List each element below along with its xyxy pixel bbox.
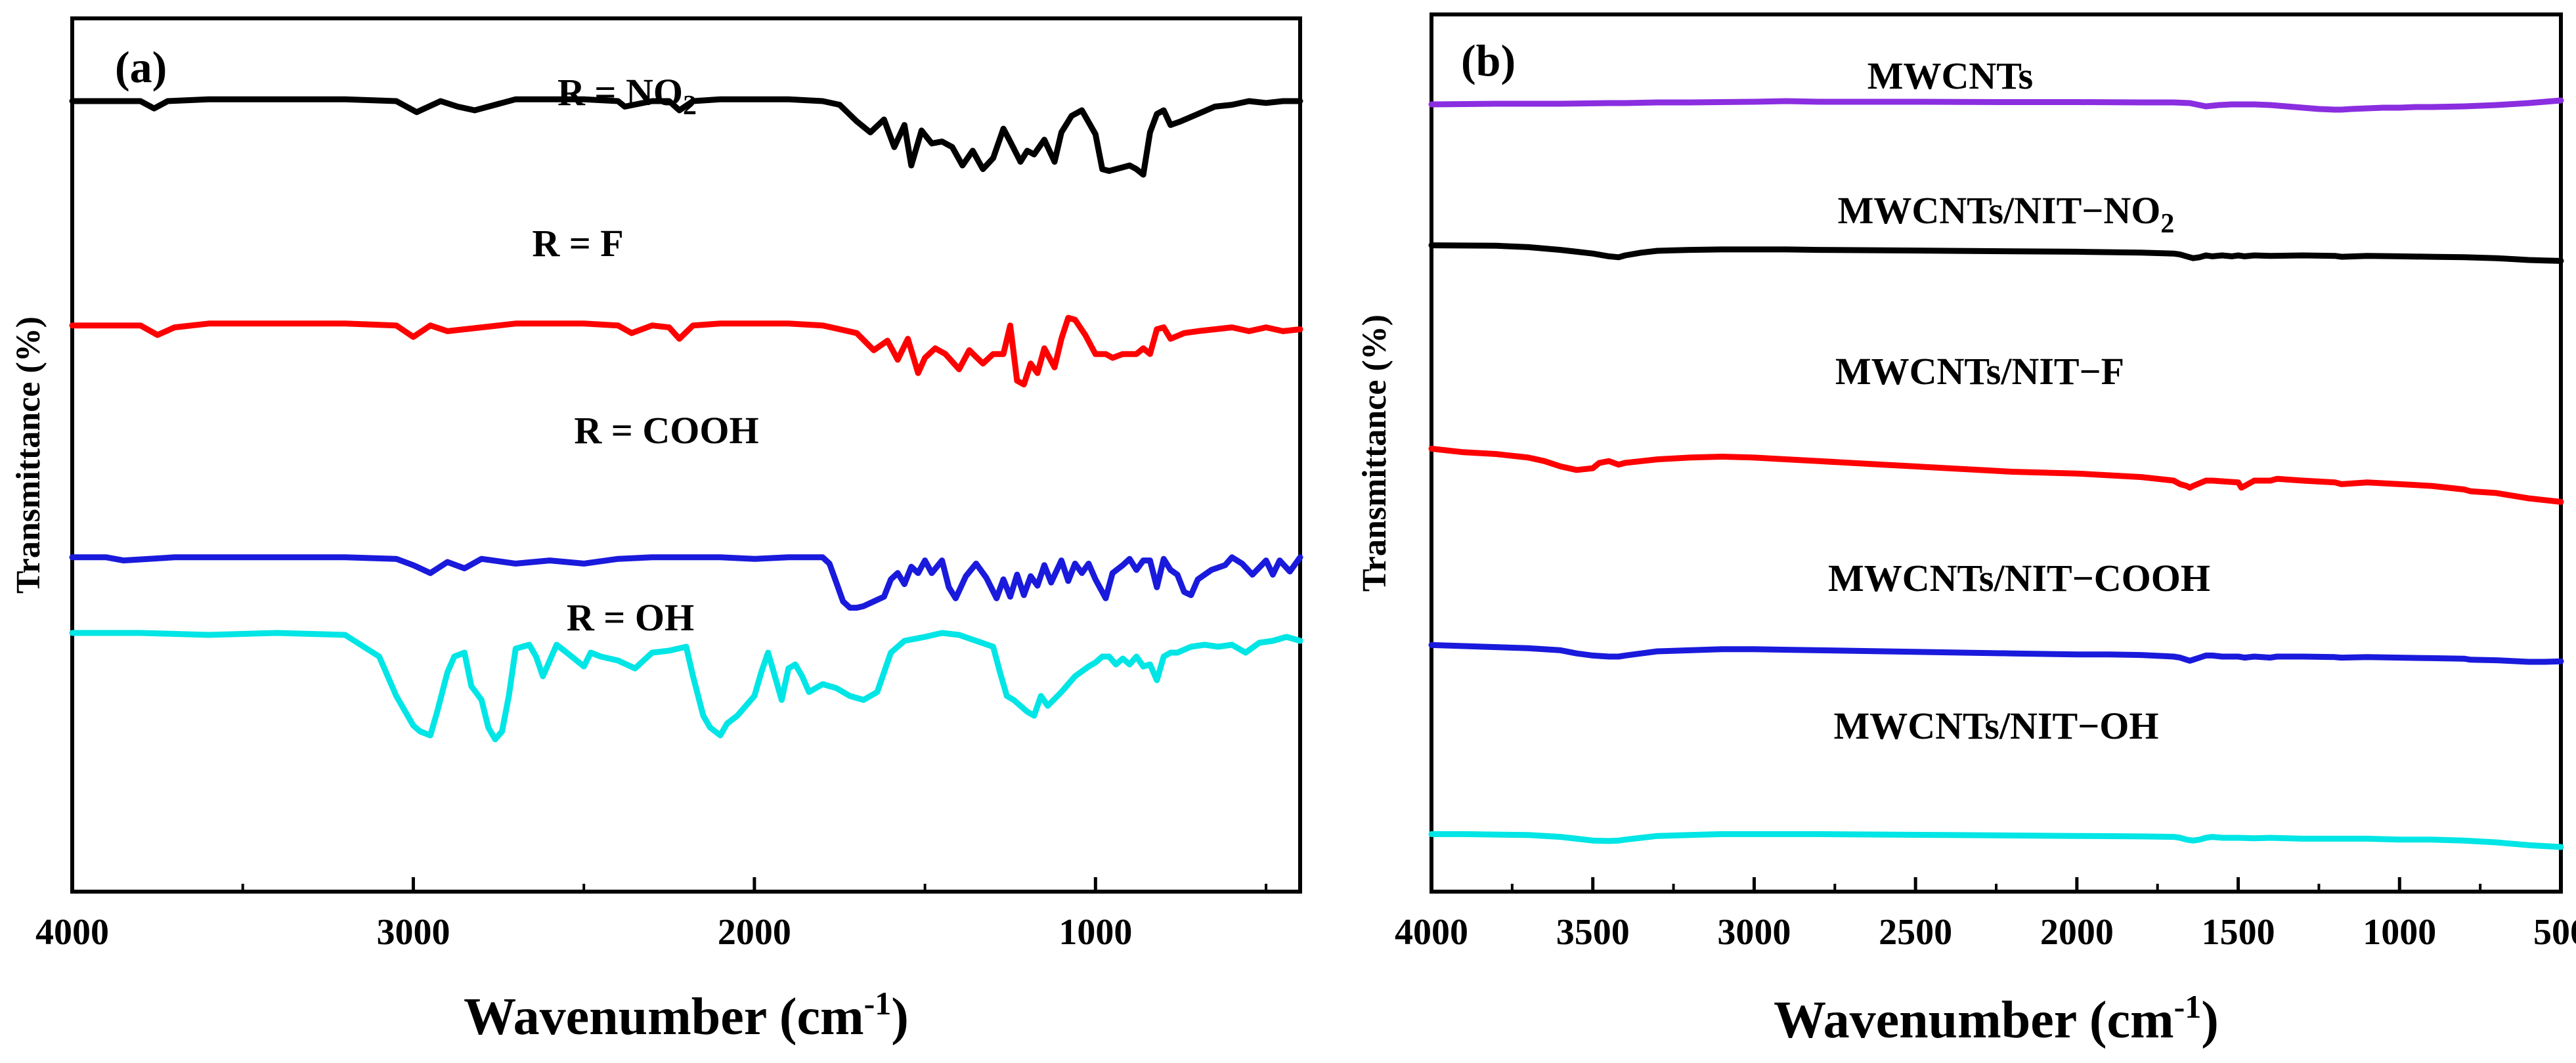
- series-label-main: R = NO: [557, 71, 683, 114]
- x-axis-title-b-sup: -1: [2174, 988, 2202, 1025]
- panel-b: (b) MWCNTsMWCNTs/NIT−NO2MWCNTs/NIT−FMWCN…: [1356, 12, 2576, 1049]
- series-line-r-oh: [69, 630, 1303, 743]
- series-label-mwcnts-nit-oh: MWCNTs/NIT−OH: [1834, 705, 2159, 747]
- x-tick-label-3000: 3000: [376, 912, 450, 953]
- panel-label-a: (a): [115, 42, 167, 92]
- series-label-mwcnts-nit-no2: MWCNTs/NIT−NO2: [1838, 189, 2175, 239]
- series-label-r-cooh: R = COOH: [574, 409, 758, 452]
- series-line-mwcnts-nit-f: [1428, 445, 2564, 505]
- plot-frame-a: [70, 16, 1302, 894]
- x-tick-label-2500: 2500: [1879, 912, 1952, 953]
- x-tick-label-2000: 2000: [718, 912, 791, 953]
- series-label-r-no2: R = NO2: [557, 71, 697, 121]
- series-label-main: R = OH: [567, 596, 694, 639]
- x-axis-title-b-main: Wavenumber (cm: [1774, 991, 2174, 1049]
- x-axis-title-a-main: Wavenumber (cm: [464, 988, 864, 1046]
- series-label-sub: 2: [2160, 209, 2174, 239]
- x-tick-label-4000: 4000: [1395, 912, 1468, 953]
- x-tick-label-500: 500: [2533, 912, 2576, 953]
- series-line-mwcnts-nit-no2: [1428, 242, 2564, 264]
- x-axis-title-b: Wavenumber (cm-1): [1774, 988, 2219, 1049]
- x-tick-label-1000: 1000: [1059, 912, 1132, 953]
- panel-a: (a) R = NO2 R = F R = COOH R = OH 4000 3000 2…: [10, 16, 1303, 1046]
- series-group-b: [1428, 97, 2564, 850]
- series-label-main: MWCNTs/NIT−COOH: [1828, 557, 2210, 599]
- series-label-main: R = F: [532, 222, 623, 265]
- series-label-r-oh: R = OH: [567, 596, 694, 639]
- series-label-main: R = COOH: [574, 409, 758, 452]
- series-line-mwcnts-nit-oh: [1428, 831, 2564, 850]
- x-ticks-a: 4000 3000 2000 1000: [35, 877, 1268, 953]
- x-axis-title-b-close: ): [2201, 991, 2219, 1049]
- series-labels-a: R = NO2 R = F R = COOH R = OH: [532, 71, 758, 639]
- series-label-main: MWCNTs: [1867, 54, 2033, 97]
- x-tick-label-3000: 3000: [1717, 912, 1791, 953]
- series-label-sub: 2: [683, 91, 697, 121]
- series-label-main: MWCNTs/NIT−OH: [1834, 705, 2159, 747]
- x-tick-label-3500: 3500: [1556, 912, 1630, 953]
- x-tick-label-2000: 2000: [2040, 912, 2114, 953]
- y-axis-title-b: Transmittance (%): [1356, 315, 1393, 592]
- series-line-mwcnts-nit-cooh: [1428, 641, 2564, 665]
- x-tick-label-1000: 1000: [2363, 912, 2436, 953]
- series-labels-b: MWCNTs MWCNTs/NIT−NO2 MWCNTs/NIT−F MWCNTs/N…: [1828, 54, 2210, 747]
- series-label-mwcnts-nit-cooh: MWCNTs/NIT−COOH: [1828, 557, 2210, 599]
- x-axis-title-a: Wavenumber (cm-1): [464, 985, 909, 1046]
- panel-label-b: (b): [1461, 35, 1516, 85]
- x-axis-title-a-close: ): [891, 988, 909, 1046]
- series-label-main: MWCNTs/NIT−F: [1835, 350, 2124, 393]
- series-group-a: [69, 96, 1303, 743]
- x-ticks-b: 4000 3500 3000 2500 2000 1500 1000 500: [1395, 877, 2576, 953]
- series-line-r-cooh: [69, 554, 1303, 611]
- series-label-mwcnts-nit-f: MWCNTs/NIT−F: [1835, 350, 2124, 393]
- series-line-r-no2: [69, 96, 1303, 178]
- x-tick-label-4000: 4000: [35, 912, 109, 953]
- series-label-main: MWCNTs/NIT−NO: [1838, 189, 2161, 232]
- series-line-r-f: [69, 315, 1303, 388]
- plot-frame-b: [1430, 12, 2563, 894]
- series-label-r-f: R = F: [532, 222, 623, 265]
- x-axis-title-a-sup: -1: [864, 985, 892, 1022]
- series-label-mwcnts: MWCNTs: [1867, 54, 2033, 97]
- y-axis-title-a: Transmittance (%): [10, 316, 47, 594]
- series-line-mwcnts: [1428, 97, 2564, 113]
- x-tick-label-1500: 1500: [2202, 912, 2275, 953]
